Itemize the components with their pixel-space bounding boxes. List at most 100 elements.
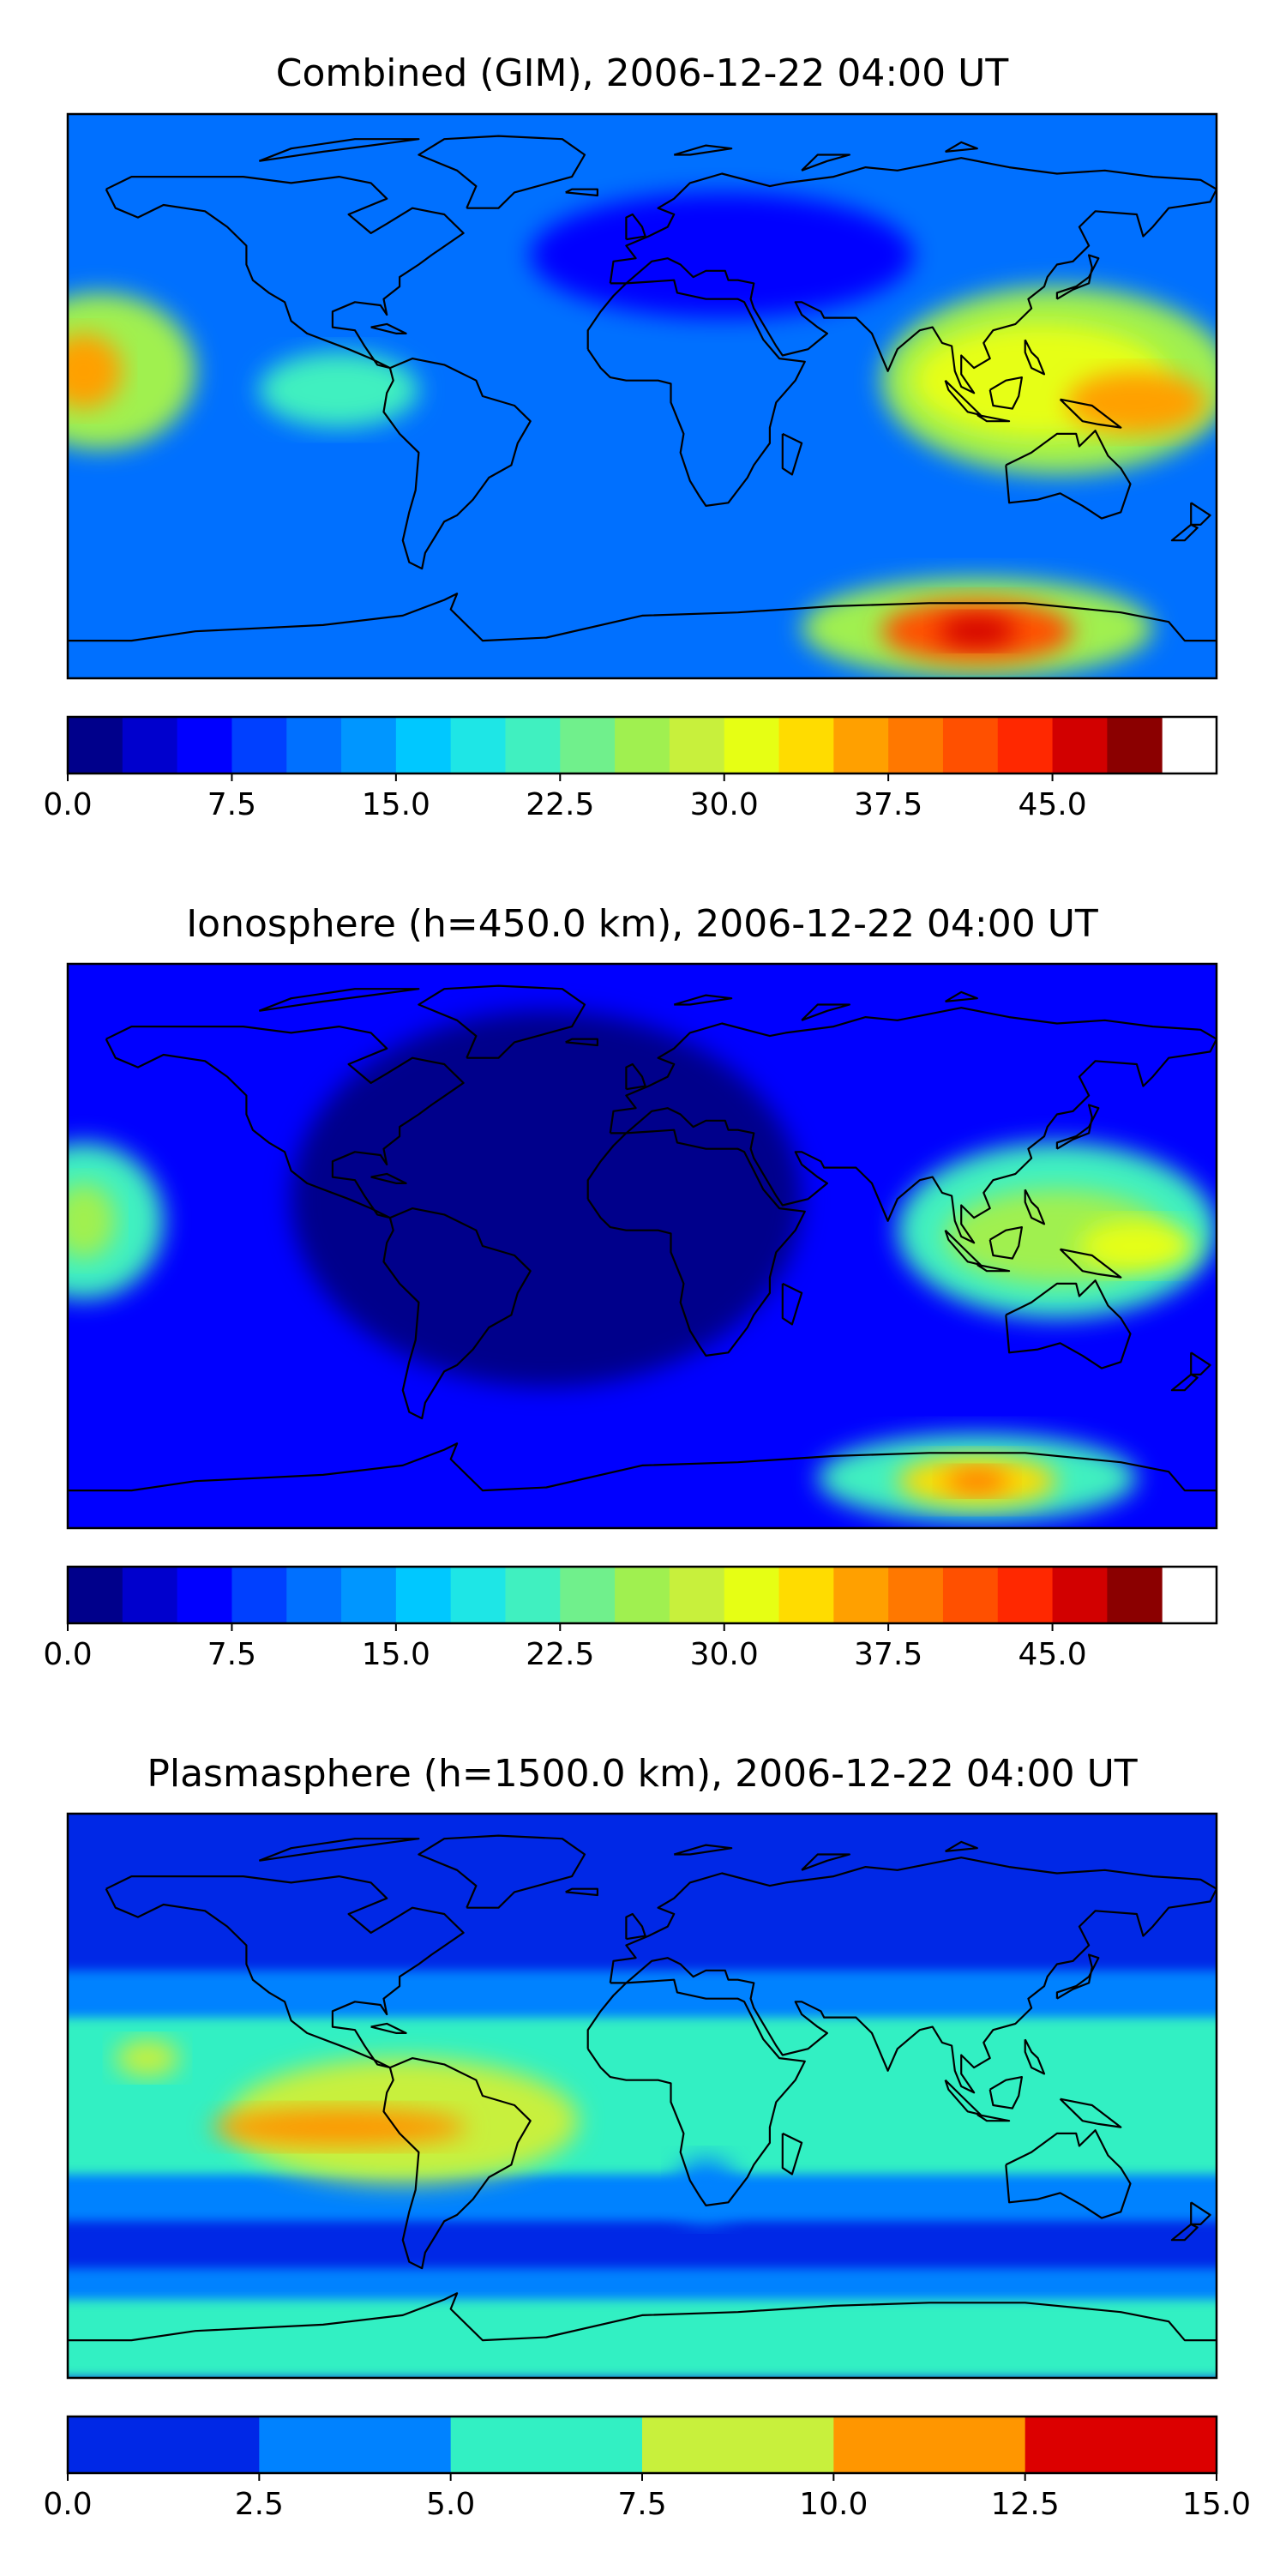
coastline bbox=[258, 988, 420, 1012]
coastline bbox=[68, 2292, 1217, 2342]
coastline bbox=[673, 144, 733, 156]
map-frame bbox=[66, 112, 1218, 680]
coastline bbox=[68, 1442, 1217, 1492]
colorbar-segment bbox=[177, 717, 232, 773]
coastline bbox=[609, 1007, 1217, 1244]
colorbar-segment bbox=[615, 1567, 670, 1623]
coastline bbox=[105, 1026, 465, 1219]
colorbar-segment bbox=[231, 1567, 287, 1623]
colorbar-segment bbox=[942, 1567, 999, 1623]
colorbar-segment bbox=[177, 1567, 232, 1623]
coastline bbox=[1190, 1351, 1211, 1375]
colorbar-tick-label: 37.5 bbox=[854, 787, 922, 822]
coastline bbox=[977, 413, 1011, 423]
contour-blob bbox=[68, 1183, 116, 1259]
colorbar-segment bbox=[778, 717, 834, 773]
coastline bbox=[673, 994, 733, 1006]
coastline bbox=[801, 1853, 850, 1871]
colorbar-segment bbox=[450, 2417, 643, 2473]
colorbar-segment bbox=[341, 717, 397, 773]
coastline bbox=[944, 1229, 982, 1266]
colorbar-tick-label: 0.0 bbox=[43, 1637, 92, 1672]
coastline bbox=[1024, 1189, 1046, 1225]
coastline bbox=[418, 135, 586, 209]
colorbar-segment bbox=[1052, 717, 1108, 773]
contour-band bbox=[68, 2299, 1217, 2378]
coastline bbox=[781, 432, 803, 476]
coastline bbox=[418, 1834, 586, 1909]
coastline bbox=[625, 213, 646, 241]
coastline bbox=[1059, 2098, 1122, 2128]
coastline bbox=[382, 2057, 532, 2270]
colorbar-tick-label: 45.0 bbox=[1018, 1637, 1086, 1672]
map-frame bbox=[66, 1812, 1218, 2380]
coastline bbox=[1005, 1279, 1132, 1369]
colorbar-tick-label: 2.5 bbox=[235, 2487, 284, 2522]
coastline bbox=[781, 2132, 803, 2176]
coastline bbox=[945, 141, 978, 153]
panel-title: Plasmasphere (h=1500.0 km), 2006-12-22 0… bbox=[147, 1752, 1137, 1796]
colorbar-tick-label: 10.0 bbox=[799, 2487, 868, 2522]
coastlines bbox=[68, 1834, 1217, 2342]
colorbar-segment bbox=[778, 1567, 834, 1623]
colorbar-segment bbox=[888, 1567, 944, 1623]
coastline bbox=[673, 1844, 733, 1856]
coastline bbox=[1190, 502, 1211, 526]
coastline bbox=[370, 1172, 407, 1184]
map-area bbox=[66, 112, 1218, 680]
coastline bbox=[565, 1887, 598, 1897]
coastline bbox=[944, 2079, 982, 2116]
coastline bbox=[258, 1838, 420, 1862]
colorbar-segment bbox=[286, 1567, 342, 1623]
colorbar-frame bbox=[66, 1565, 1218, 1625]
panel-title: Ionosphere (h=450.0 km), 2006-12-22 04:0… bbox=[186, 902, 1098, 946]
coastline bbox=[565, 1038, 598, 1047]
coastline bbox=[1190, 2201, 1211, 2225]
coastline bbox=[1170, 523, 1199, 542]
colorbar-tick-label: 0.0 bbox=[43, 787, 92, 822]
coastline bbox=[586, 279, 806, 507]
coastline bbox=[989, 2076, 1023, 2110]
colorbar-segment bbox=[833, 1567, 889, 1623]
colorbar-segment bbox=[395, 1567, 452, 1623]
colorbar-segment bbox=[942, 717, 999, 773]
contour-blob bbox=[68, 333, 123, 409]
colorbar-segment bbox=[888, 717, 944, 773]
colorbar-tick-label: 22.5 bbox=[526, 1637, 594, 1672]
colorbar-segment bbox=[1107, 717, 1163, 773]
coastline bbox=[370, 322, 407, 334]
colorbar-tick-label: 7.5 bbox=[207, 1637, 256, 1672]
colorbar-segment bbox=[259, 2417, 452, 2473]
colorbar: 0.0 2.5 5.0 7.5 10.0 12.5 15.0 bbox=[43, 2415, 1251, 2522]
contour-blob bbox=[68, 292, 195, 450]
coastline bbox=[625, 1062, 646, 1091]
panel-combined: Combined (GIM), 2006-12-22 04:00 UT 0.0 7… bbox=[43, 51, 1218, 822]
contour-blob bbox=[1079, 1220, 1194, 1272]
colorbar-segment bbox=[505, 717, 561, 773]
coastline bbox=[382, 358, 532, 570]
coastline bbox=[977, 1263, 1011, 1273]
colorbar-segment bbox=[1107, 1567, 1163, 1623]
coastline bbox=[945, 990, 978, 1002]
colorbar-segment bbox=[505, 1567, 561, 1623]
coastline bbox=[977, 2113, 1011, 2122]
map-frame bbox=[66, 962, 1218, 1530]
coastline bbox=[609, 157, 1217, 394]
colorbar-tick-label: 15.0 bbox=[1182, 2487, 1251, 2522]
coastline bbox=[586, 1978, 806, 2206]
colorbar-segment bbox=[724, 1567, 780, 1623]
coastline bbox=[1059, 1248, 1122, 1279]
colorbar: 0.0 7.5 15.0 22.5 30.0 37.5 45.0 bbox=[43, 715, 1218, 822]
coastline bbox=[1170, 1373, 1199, 1392]
contour-blob bbox=[674, 2158, 738, 2222]
coastline bbox=[105, 1875, 465, 2069]
colorbar-segment bbox=[669, 1567, 725, 1623]
coastline bbox=[258, 138, 420, 162]
colorbar-tick-label: 12.5 bbox=[991, 2487, 1060, 2522]
colorbar-segment bbox=[615, 717, 670, 773]
coastline bbox=[801, 153, 850, 172]
colorbar-segment bbox=[833, 717, 889, 773]
colorbar-segment bbox=[450, 1567, 506, 1623]
colorbar-segment bbox=[68, 1567, 123, 1623]
coastline bbox=[418, 984, 586, 1059]
